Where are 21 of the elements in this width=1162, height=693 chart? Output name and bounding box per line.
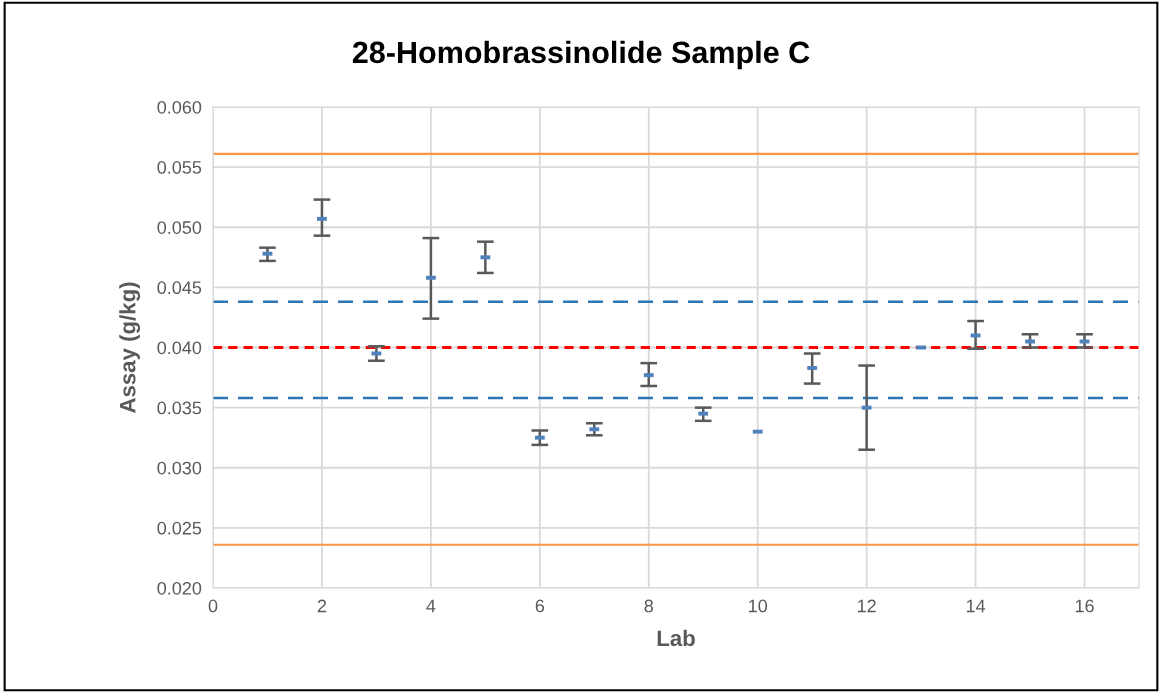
x-tick-label: 0: [208, 599, 218, 613]
y-tick-label: 0.020: [157, 581, 202, 595]
x-axis-title: Lab: [657, 629, 695, 647]
x-tick-label: 14: [966, 599, 986, 613]
x-tick-label: 6: [535, 599, 545, 613]
x-tick-label: 10: [749, 599, 768, 613]
y-tick-label: 0.055: [157, 161, 202, 174]
x-tick-label: 8: [644, 599, 653, 613]
chart-title: 28-Homobrassinolide Sample C: [352, 40, 810, 70]
y-tick-label: 0.050: [157, 221, 202, 234]
x-tick-label: 4: [426, 599, 436, 613]
y-tick-label: 0.030: [157, 461, 202, 475]
y-axis-title: Assay (g/kg): [119, 282, 141, 414]
x-tick-label: 16: [1075, 599, 1094, 613]
y-tick-label: 0.035: [157, 401, 202, 415]
y-tick-label: 0.045: [157, 281, 202, 295]
y-tick-label: 0.040: [157, 341, 202, 355]
y-tick-label: 0.060: [157, 100, 202, 114]
y-tick-label: 0.025: [157, 521, 202, 535]
x-tick-label: 12: [857, 599, 876, 613]
x-tick-label: 2: [317, 599, 327, 613]
